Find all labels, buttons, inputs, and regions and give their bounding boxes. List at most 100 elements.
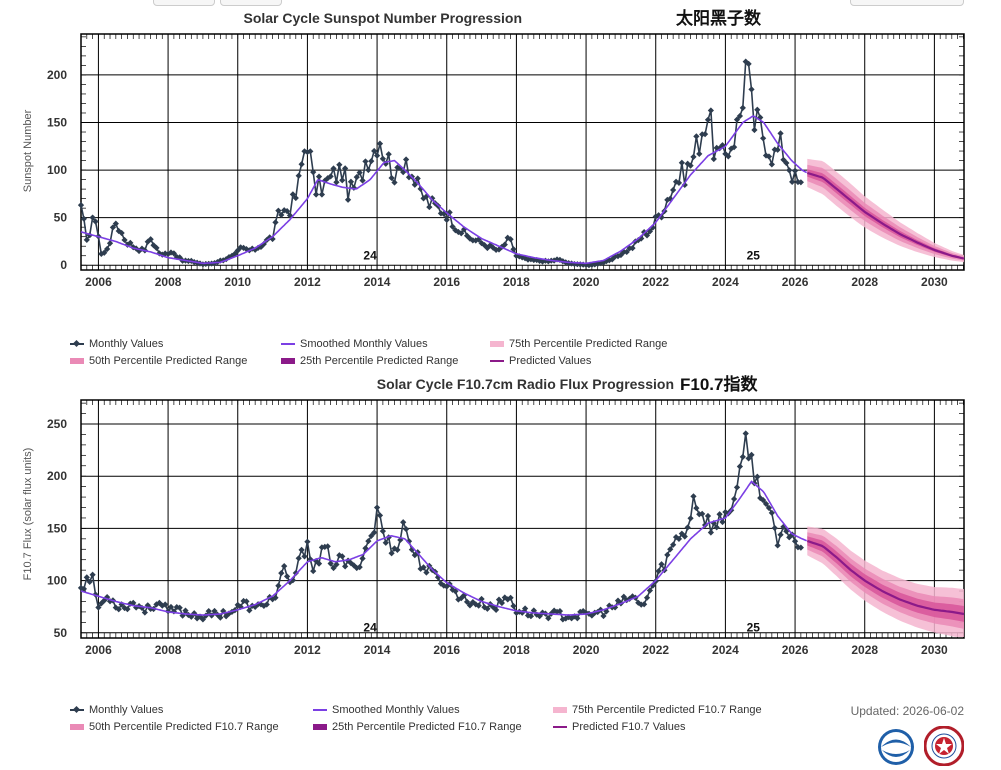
chart-title-cn: F10.7指数 (680, 374, 758, 394)
x-tick-label: 2010 (224, 643, 251, 657)
x-tick-label: 2018 (503, 275, 530, 289)
x-tick-label: 2006 (85, 275, 112, 289)
legend-swatch (70, 343, 84, 346)
monthly-point (205, 608, 212, 615)
monthly-point (739, 104, 746, 111)
legend-swatch (553, 707, 567, 714)
x-tick-label: 2020 (573, 275, 600, 289)
legend-label: Smoothed Monthly Values (332, 704, 460, 716)
monthly-point (92, 218, 99, 225)
legend-item: Predicted F10.7 Values (553, 719, 686, 735)
nws-logo[interactable] (924, 726, 964, 766)
x-tick-label: 2030 (921, 275, 948, 289)
legend-swatch (281, 358, 295, 365)
top-button-left-2[interactable] (220, 0, 282, 6)
x-tick-label: 2020 (573, 643, 600, 657)
cycle-label: 25 (747, 249, 761, 263)
chart-title: Solar Cycle F10.7cm Radio Flux Progressi… (377, 376, 674, 392)
monthly-point (289, 191, 297, 198)
x-tick-label: 2014 (364, 643, 391, 657)
legend-item: 25th Percentile Predicted F10.7 Range (313, 719, 522, 735)
y-axis-label: Sunspot Number (22, 109, 34, 192)
x-tick-label: 2028 (851, 643, 878, 657)
y-tick-label: 0 (60, 258, 67, 272)
monthly-point (739, 453, 746, 460)
legend-label: Monthly Values (89, 338, 164, 350)
monthly-point (371, 147, 378, 155)
monthly-point (359, 177, 366, 184)
monthly-point (646, 587, 654, 594)
y-tick-label: 150 (47, 116, 67, 130)
x-tick-label: 2008 (155, 275, 182, 289)
monthly-point (112, 220, 119, 227)
noaa-logo[interactable] (877, 728, 915, 766)
y-tick-label: 200 (47, 68, 67, 82)
legend-label: Predicted Values (509, 355, 592, 367)
monthly-point (83, 236, 90, 243)
monthly-point (80, 215, 88, 222)
y-tick-label: 250 (47, 417, 67, 431)
sunspot-chart: Solar Cycle Sunspot Number Progression 太… (22, 8, 965, 289)
x-tick-label: 2028 (851, 275, 878, 289)
plot-frame (80, 33, 965, 271)
monthly-point (771, 524, 778, 532)
monthly-point (667, 546, 674, 553)
monthly-point (118, 229, 125, 237)
legend-item: 25th Percentile Predicted Range (281, 353, 458, 369)
predicted-line (806, 171, 965, 260)
monthly-point (353, 174, 360, 181)
legend-label: 50th Percentile Predicted Range (89, 355, 248, 367)
y-tick-label: 100 (47, 574, 67, 588)
legend-label: 75th Percentile Predicted F10.7 Range (572, 704, 762, 716)
y-axis-label: F10.7 Flux (solar flux units) (22, 448, 34, 581)
range-75th-percentile (807, 158, 964, 263)
x-tick-label: 2026 (782, 275, 809, 289)
monthly-point (429, 195, 436, 202)
x-tick-label: 2008 (155, 643, 182, 657)
y-tick-label: 150 (47, 521, 67, 535)
legend-label: Smoothed Monthly Values (300, 338, 428, 350)
monthly-point (510, 246, 517, 253)
y-tick-label: 50 (54, 211, 68, 225)
updated-timestamp: Updated: 2026-06-02 (850, 704, 964, 718)
x-tick-label: 2012 (294, 275, 321, 289)
chart-title: Solar Cycle Sunspot Number Progression (243, 10, 522, 26)
legend-swatch (490, 341, 504, 348)
monthly-point (127, 239, 134, 247)
range-25th-percentile (807, 536, 964, 622)
monthly-point (670, 541, 677, 548)
legend-swatch (313, 709, 327, 712)
monthly-point (121, 236, 128, 244)
x-tick-label: 2030 (921, 643, 948, 657)
x-tick-label: 2012 (294, 643, 321, 657)
monthly-point (574, 615, 581, 622)
chart-title-cn: 太阳黑子数 (676, 8, 762, 28)
monthly-point (797, 544, 804, 551)
legend-swatch (70, 709, 84, 712)
legend-item: Smoothed Monthly Values (281, 336, 428, 352)
monthly-point (641, 601, 648, 608)
legend-swatch (281, 343, 295, 346)
monthly-point (388, 174, 395, 182)
monthly-point (376, 140, 384, 147)
top-button-right[interactable] (850, 0, 964, 6)
cycle-label: 25 (747, 621, 761, 635)
monthly-point (684, 524, 691, 531)
legend-item: Monthly Values (70, 336, 163, 352)
x-tick-label: 2014 (364, 275, 391, 289)
monthly-point (510, 602, 517, 610)
legend-item: Smoothed Monthly Values (313, 702, 460, 718)
monthly-point (522, 605, 529, 612)
x-tick-label: 2022 (642, 275, 669, 289)
monthly-point (77, 201, 85, 209)
monthly-point (751, 126, 758, 134)
legend-item: 75th Percentile Predicted F10.7 Range (553, 702, 762, 718)
monthly-point (458, 230, 465, 237)
top-button-left-1[interactable] (153, 0, 215, 6)
cycle-label: 24 (363, 621, 377, 635)
plot-area (77, 33, 965, 271)
legend-item: Monthly Values (70, 702, 163, 718)
monthly-point (101, 249, 108, 256)
monthly-point (281, 563, 288, 570)
monthly-point (327, 173, 334, 180)
